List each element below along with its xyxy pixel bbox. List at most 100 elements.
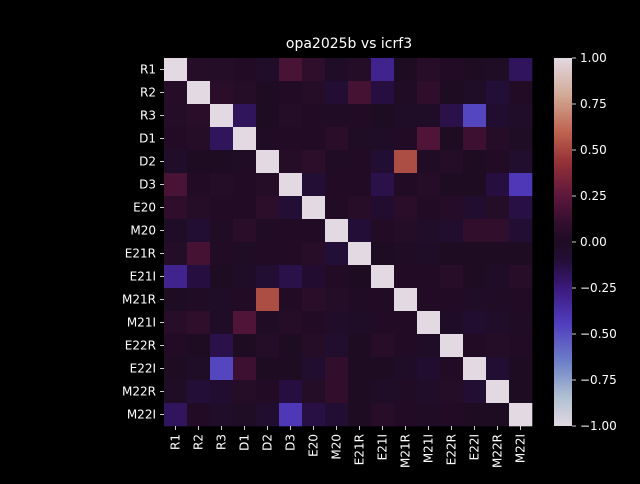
heatmap-cell [440, 219, 464, 243]
heatmap-cell [233, 357, 257, 381]
heatmap-cell [279, 311, 303, 335]
heatmap-cell [371, 242, 395, 266]
heatmap-cell [256, 219, 280, 243]
heatmap-cell [233, 127, 257, 151]
heatmap-cell [164, 242, 188, 266]
heatmap-cell [371, 334, 395, 358]
heatmap-cell [164, 219, 188, 243]
y-tick-label: M21I [127, 316, 156, 330]
heatmap-cell [463, 288, 487, 312]
heatmap-cell [279, 196, 303, 220]
heatmap-cell [187, 357, 211, 381]
x-tick-label: R1 [169, 434, 183, 450]
heatmap-cell [302, 196, 326, 220]
heatmap-cell [463, 219, 487, 243]
heatmap-cell [256, 104, 280, 128]
x-tick-labels: R1 R2 R3 D1 D2 D3 E20 M20 E21R E21I M21R M21I E22R E2… [169, 426, 528, 468]
heatmap-cell [486, 81, 510, 105]
heatmap-cell [394, 81, 418, 105]
heatmap-cell [325, 81, 349, 105]
heatmap-cell [371, 311, 395, 335]
heatmap-cell [486, 58, 510, 82]
heatmap-cell [509, 288, 533, 312]
heatmap-cell [371, 357, 395, 381]
heatmap-cell [279, 403, 303, 427]
colorbar-tick-label: 0.00 [580, 235, 607, 249]
heatmap-cell [486, 196, 510, 220]
heatmap-cell [417, 58, 441, 82]
heatmap-cell [486, 357, 510, 381]
y-tick-label: E22R [125, 339, 156, 353]
heatmap-cell [164, 357, 188, 381]
heatmap-cell [325, 58, 349, 82]
heatmap-cell [256, 380, 280, 404]
heatmap-cell [417, 380, 441, 404]
heatmap-cell [417, 311, 441, 335]
heatmap-cell [509, 219, 533, 243]
heatmap-cell [440, 127, 464, 151]
x-tick-label: D1 [238, 434, 252, 451]
heatmap-cell [509, 265, 533, 289]
heatmap-cell [302, 265, 326, 289]
heatmap-cell [509, 150, 533, 174]
heatmap-cell [463, 403, 487, 427]
heatmap-cell [509, 403, 533, 427]
colorbar-gradient [554, 58, 572, 426]
heatmap-cell [371, 380, 395, 404]
heatmap-cell [417, 196, 441, 220]
x-tick-label: E21I [376, 434, 390, 460]
heatmap-cell [486, 104, 510, 128]
heatmap-cell [164, 288, 188, 312]
heatmap-cell [394, 311, 418, 335]
heatmap-cell [325, 219, 349, 243]
heatmap-cell [279, 334, 303, 358]
heatmap-cell [279, 242, 303, 266]
heatmap-cell [187, 219, 211, 243]
heatmap-cell [256, 334, 280, 358]
heatmap-cell [233, 265, 257, 289]
heatmap-cell [371, 403, 395, 427]
heatmap-cell [371, 150, 395, 174]
heatmap-cell [440, 173, 464, 197]
heatmap-cell [348, 219, 372, 243]
heatmap-cell [233, 58, 257, 82]
heatmap-cell [164, 380, 188, 404]
heatmap-cell [187, 104, 211, 128]
heatmap-cell [256, 311, 280, 335]
heatmap-cell [279, 127, 303, 151]
heatmap-cell [440, 242, 464, 266]
heatmap-cell [256, 127, 280, 151]
colorbar-tick-label: −1.00 [580, 419, 617, 433]
y-tick-label: R3 [140, 109, 156, 123]
heatmap-cell [210, 127, 234, 151]
heatmap-cell [302, 219, 326, 243]
heatmap-cell [417, 104, 441, 128]
heatmap-cell [486, 173, 510, 197]
heatmap-cell [256, 242, 280, 266]
heatmap-cell [164, 196, 188, 220]
heatmap-cell [187, 403, 211, 427]
heatmap-cell [394, 380, 418, 404]
heatmap-cell [486, 380, 510, 404]
heatmap-cell [348, 380, 372, 404]
heatmap-cell [302, 58, 326, 82]
y-tick-label: M20 [130, 224, 156, 238]
heatmap-cell [394, 242, 418, 266]
heatmap-cell [463, 380, 487, 404]
heatmap-cell [187, 81, 211, 105]
heatmap-cell [210, 219, 234, 243]
heatmap-cell [509, 311, 533, 335]
colorbar: 1.00 0.75 0.50 0.25 0.00 −0.25 −0.50 −0.75 −1.00 [554, 51, 617, 433]
heatmap-cell [256, 403, 280, 427]
heatmap-cell [486, 265, 510, 289]
heatmap-cell [210, 403, 234, 427]
heatmap-cell [394, 196, 418, 220]
heatmap-cell [348, 288, 372, 312]
colorbar-tick-label: 0.25 [580, 189, 607, 203]
heatmap-cell [233, 150, 257, 174]
heatmap-cell [302, 150, 326, 174]
heatmap-cell [371, 288, 395, 312]
heatmap-cell [279, 81, 303, 105]
heatmap-cell [210, 357, 234, 381]
